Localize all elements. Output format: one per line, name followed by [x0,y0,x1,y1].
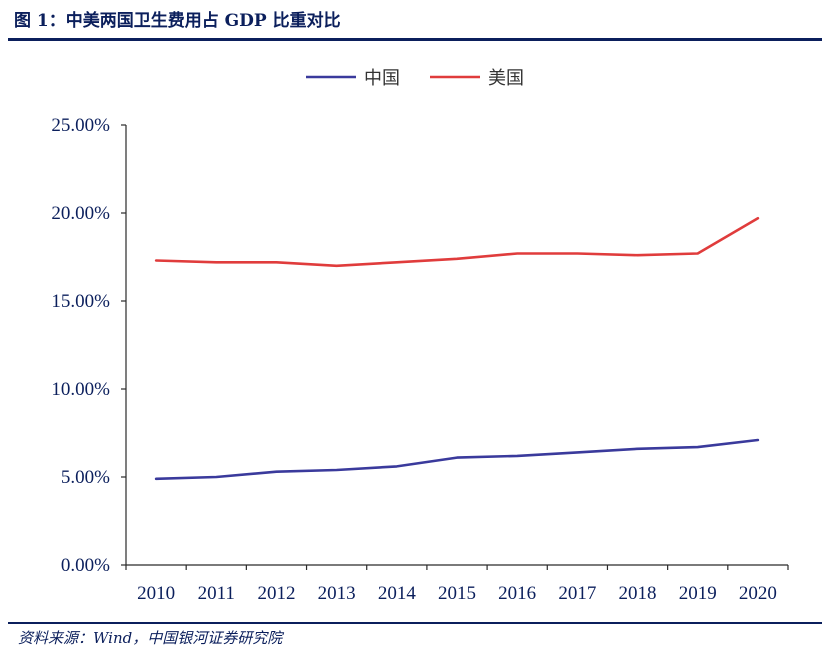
y-tick-label: 15.00% [51,291,110,312]
x-tick-label: 2013 [318,583,356,604]
x-tick-label: 2014 [378,583,417,604]
x-axis-ticks: 2010 2011 2012 2013 2014 2015 2016 2017 2018 2019… [125,565,789,604]
series-line-1 [154,438,760,481]
title-rule [8,38,822,41]
series-line-2 [154,217,760,268]
x-tick-label: 2010 [137,583,175,604]
series-lines [154,217,760,481]
chart-axes [125,125,788,566]
figure-title: 图 1：中美两国卫生费用占 GDP 比重对比 [14,11,341,31]
x-tick-label: 2011 [198,583,235,604]
chart-legend: 中国 美国 [306,68,524,89]
legend-label: 中国 [364,68,400,89]
x-tick-label: 2017 [558,583,596,604]
x-tick-label: 2020 [739,583,777,604]
x-tick-label: 2016 [498,583,536,604]
y-tick-label: 0.00% [61,555,110,576]
source-rule [8,622,822,624]
x-tick-label: 2015 [438,583,476,604]
y-tick-label: 20.00% [51,203,110,224]
x-tick-label: 2018 [619,583,657,604]
y-axis-ticks: 0.00% 5.00% 10.00% 15.00% 20.00% 25.00% [51,115,126,576]
legend-label: 美国 [488,68,524,89]
x-tick-label: 2019 [679,583,717,604]
y-tick-label: 10.00% [51,379,110,400]
x-tick-label: 2012 [257,583,295,604]
source-note: 资料来源：Wind，中国银河证券研究院 [18,629,283,647]
y-tick-label: 25.00% [51,115,110,136]
y-tick-label: 5.00% [61,467,110,488]
